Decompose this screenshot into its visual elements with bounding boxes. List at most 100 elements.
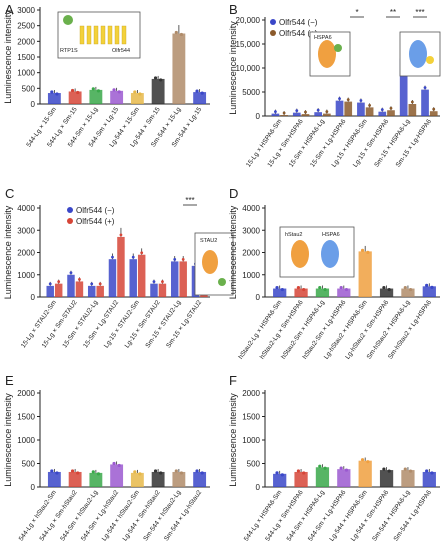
bar [110,464,124,487]
data-point [153,76,158,80]
y-tick-label: 2000 [17,389,35,398]
data-point [181,258,185,261]
data-point [133,90,137,94]
x-tick-label: Sm-544 × HSPA6-Lg [371,489,412,543]
bar [273,288,287,297]
bar [358,460,372,487]
panel-f: F 0 500 1000 1500 2000 Luminescence intensity 5… [228,373,440,543]
data-point [153,469,158,473]
data-point [280,473,284,477]
data-point [274,110,277,113]
bar [301,114,310,116]
data-point [323,466,327,470]
bar [273,473,287,487]
data-point [296,469,301,473]
data-point [90,282,94,286]
bar [314,112,323,116]
bar [150,283,158,297]
bar [170,261,179,297]
y-tick-label: 2000 [17,37,35,46]
y-axis-label: Luminescence intensity [3,10,13,104]
data-point [48,282,52,286]
data-point [179,32,184,37]
y-tick-label: 1000 [17,436,35,445]
bar [75,281,84,297]
data-point [179,471,184,475]
bar [294,471,308,487]
bar [54,283,63,297]
bar [357,102,365,116]
bar [387,110,395,116]
data-point [318,285,322,290]
bars [47,461,207,487]
data-point [302,287,306,292]
y-tick-label: 2500 [17,22,35,31]
y-axis-label: Luminescence intensity [228,205,238,299]
smbit-icon [218,278,226,286]
data-point [344,468,349,472]
bar [96,285,104,297]
data-point [195,89,199,93]
data-point [69,271,73,275]
bar [89,472,103,487]
bar [422,471,436,487]
panel-e: E 0 500 1000 1500 2000 Luminescence intensity 5… [3,373,210,542]
data-point [346,98,350,101]
inset-label: RTP1S [60,48,78,54]
data-point [302,471,306,475]
y-tick-label: 500 [247,460,261,469]
y-tick-label: 4000 [17,204,35,213]
data-point [195,469,199,473]
bar [172,471,186,487]
bars [273,245,436,297]
y-tick-label: 1500 [17,53,35,62]
data-point [408,469,413,473]
data-point [138,92,142,96]
data-point [295,109,299,113]
x-tick-label: Sm-544 × Lg-hStau2 [163,489,203,543]
data-point [423,86,427,89]
y-tick-label: 2000 [242,389,260,398]
bars [46,227,208,297]
bar [421,89,429,116]
bar [137,254,146,297]
y-tick-label: 4000 [242,204,260,213]
data-point [403,285,407,290]
bar [47,471,61,487]
bar [129,259,137,297]
data-point [152,280,156,284]
x-tick-label: Sm-hStau2 × Lg-HSPA6 [387,299,433,361]
bar [280,115,288,116]
data-point [380,108,384,112]
x-tick-label: Sm-544 × hStau2-Lg [142,489,182,543]
data-point [50,90,54,94]
y-tick-label: 3000 [242,226,260,235]
membrane-helix [86,25,92,45]
inset-label: Olfr544 [112,48,130,54]
y-tick-label: 1500 [242,413,260,422]
lgbit-icon [426,56,434,64]
bar [358,251,372,297]
bar [110,90,124,104]
bar [422,286,436,297]
x-tick-label: 544-Lg × Sm-HSPA6 [264,489,305,543]
membrane-helix [114,25,120,45]
protein-shape [202,250,218,274]
bar [379,288,394,297]
bar [193,92,207,104]
data-point [318,464,322,468]
data-point [173,258,177,261]
data-point [159,78,163,82]
data-point [382,467,386,471]
data-point [382,285,386,290]
data-point [425,283,429,287]
panel-letter: A [5,2,14,17]
data-point [117,90,121,94]
x-tick-label: 544-Sm × HSPA6-Lg [286,489,327,543]
x-tick-label: 544-Sm × Lg-hStau2 [80,489,120,543]
data-point [366,250,370,254]
data-point [282,111,286,115]
inset-label: hStau2 [285,232,302,238]
protein-shape [318,40,336,68]
bar [429,111,438,116]
